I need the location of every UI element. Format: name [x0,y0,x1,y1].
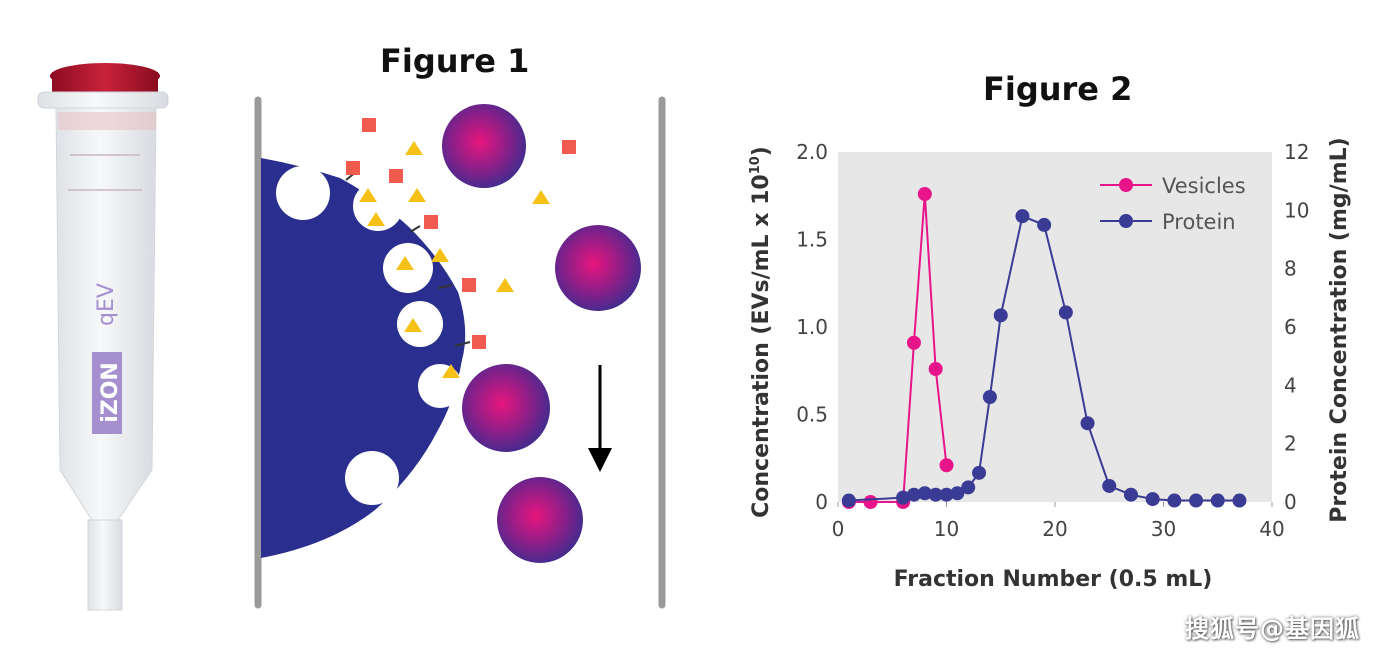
x-tick-label: 30 [1151,517,1176,541]
vesicle [555,225,641,311]
legend-marker-protein [1119,214,1133,228]
column-cap-band [52,72,158,94]
vesicle [462,364,550,452]
y-right-tick-label: 2 [1284,432,1297,456]
data-point-protein [1167,493,1182,508]
x-tick-label: 0 [832,517,845,541]
watermark: 搜狐号@基因狐 [1185,615,1360,643]
protein-triangles [359,141,550,378]
chart-series [841,187,1247,509]
y-left-tick-label: 0.5 [796,403,828,427]
x-tick-label: 10 [934,517,959,541]
column-drawing [37,63,169,611]
vesicle [497,477,583,563]
legend-marker-vesicles [1119,178,1133,192]
x-axis-label: Fraction Number (0.5 mL) [894,567,1213,592]
data-point-vesicles [939,458,954,473]
qev-label: qEV [93,283,119,326]
data-point-vesicles [863,495,878,509]
data-point-protein [1232,493,1247,508]
y-right-tick-label: 8 [1284,257,1297,281]
y-right-tick-label: 6 [1284,315,1297,339]
column-tip [87,519,123,611]
y-axis-right-label: Protein Concentration (mg/mL) [1327,137,1352,522]
legend-label-protein: Protein [1162,210,1236,234]
y-left-tick-label: 2.0 [796,140,828,164]
bead-pores [276,166,462,505]
izon-logo: iZON [97,362,123,423]
data-point-protein [972,465,987,480]
y-right-tick-label: 10 [1284,198,1309,222]
data-point-protein [1102,478,1117,493]
plot-area [838,152,1272,502]
data-point-protein [896,490,911,505]
x-tick-label: 20 [1042,517,1067,541]
data-point-protein [1145,492,1160,507]
y-right-tick-label: 0 [1284,490,1297,514]
figure1-diagram [254,96,666,609]
data-point-vesicles [917,187,932,201]
data-point-protein [961,480,976,495]
y-left-tick-label: 0 [815,490,828,514]
y-left-tick-label: 1.0 [796,315,828,339]
data-point-vesicles [928,362,943,376]
down-arrow-icon [588,365,612,472]
data-point-protein [1080,416,1095,431]
data-point-protein [939,487,954,502]
figure1-title: Figure 1 [380,42,530,80]
data-point-protein [982,390,997,404]
data-point-protein [993,308,1008,323]
data-point-protein [950,486,965,501]
data-point-protein [1123,487,1138,502]
y-axis-left-label: Concentration (EVs/mL x 1010) [748,146,774,518]
chart-legend: Vesicles Protein [1100,174,1246,234]
data-point-protein [1189,493,1204,508]
column-rim [37,91,169,109]
data-point-protein [1015,209,1030,224]
y-right-tick-label: 12 [1284,140,1309,164]
data-point-protein [906,487,921,502]
protein-squares [346,118,576,349]
y-left-tick-label: 1.5 [796,228,828,252]
figure2-title: Figure 2 [983,70,1133,108]
data-point-protein [917,486,932,501]
data-point-protein [1037,217,1052,232]
izon-logo-box [92,352,122,434]
legend-label-vesicles: Vesicles [1162,174,1246,198]
data-point-protein [1210,493,1225,508]
data-point-protein [841,493,856,508]
data-point-protein [928,487,943,502]
qev-column-image: qEV iZON [0,0,200,630]
vesicle [442,104,526,188]
column-ring [58,112,156,130]
x-tick-label: 40 [1259,517,1284,541]
data-point-vesicles [906,335,921,350]
y-right-tick-label: 4 [1284,373,1297,397]
data-point-protein [1058,305,1073,320]
extracellular-vesicles [442,104,641,563]
